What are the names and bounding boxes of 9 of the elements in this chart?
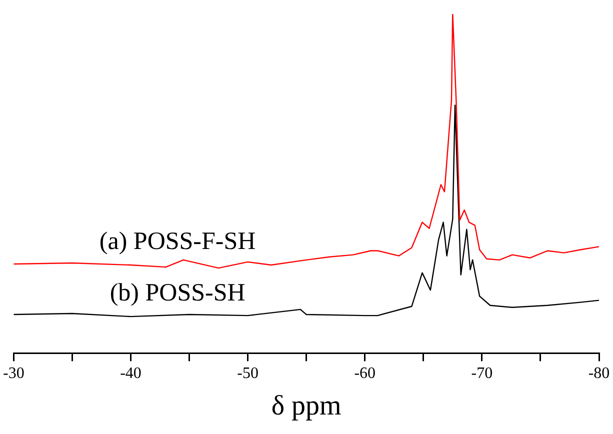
x-tick-label: -70: [471, 365, 493, 382]
x-tick-label: -60: [354, 365, 376, 382]
x-axis-title: δ ppm: [271, 390, 342, 422]
x-tick-label: -40: [120, 365, 142, 382]
x-tick-label: -80: [588, 365, 610, 382]
series-label: (b) POSS-SH: [110, 280, 246, 307]
x-tick-label: -30: [3, 365, 24, 382]
series-label: (a) POSS-F-SH: [99, 228, 256, 256]
x-tick-label: -50: [237, 365, 258, 382]
